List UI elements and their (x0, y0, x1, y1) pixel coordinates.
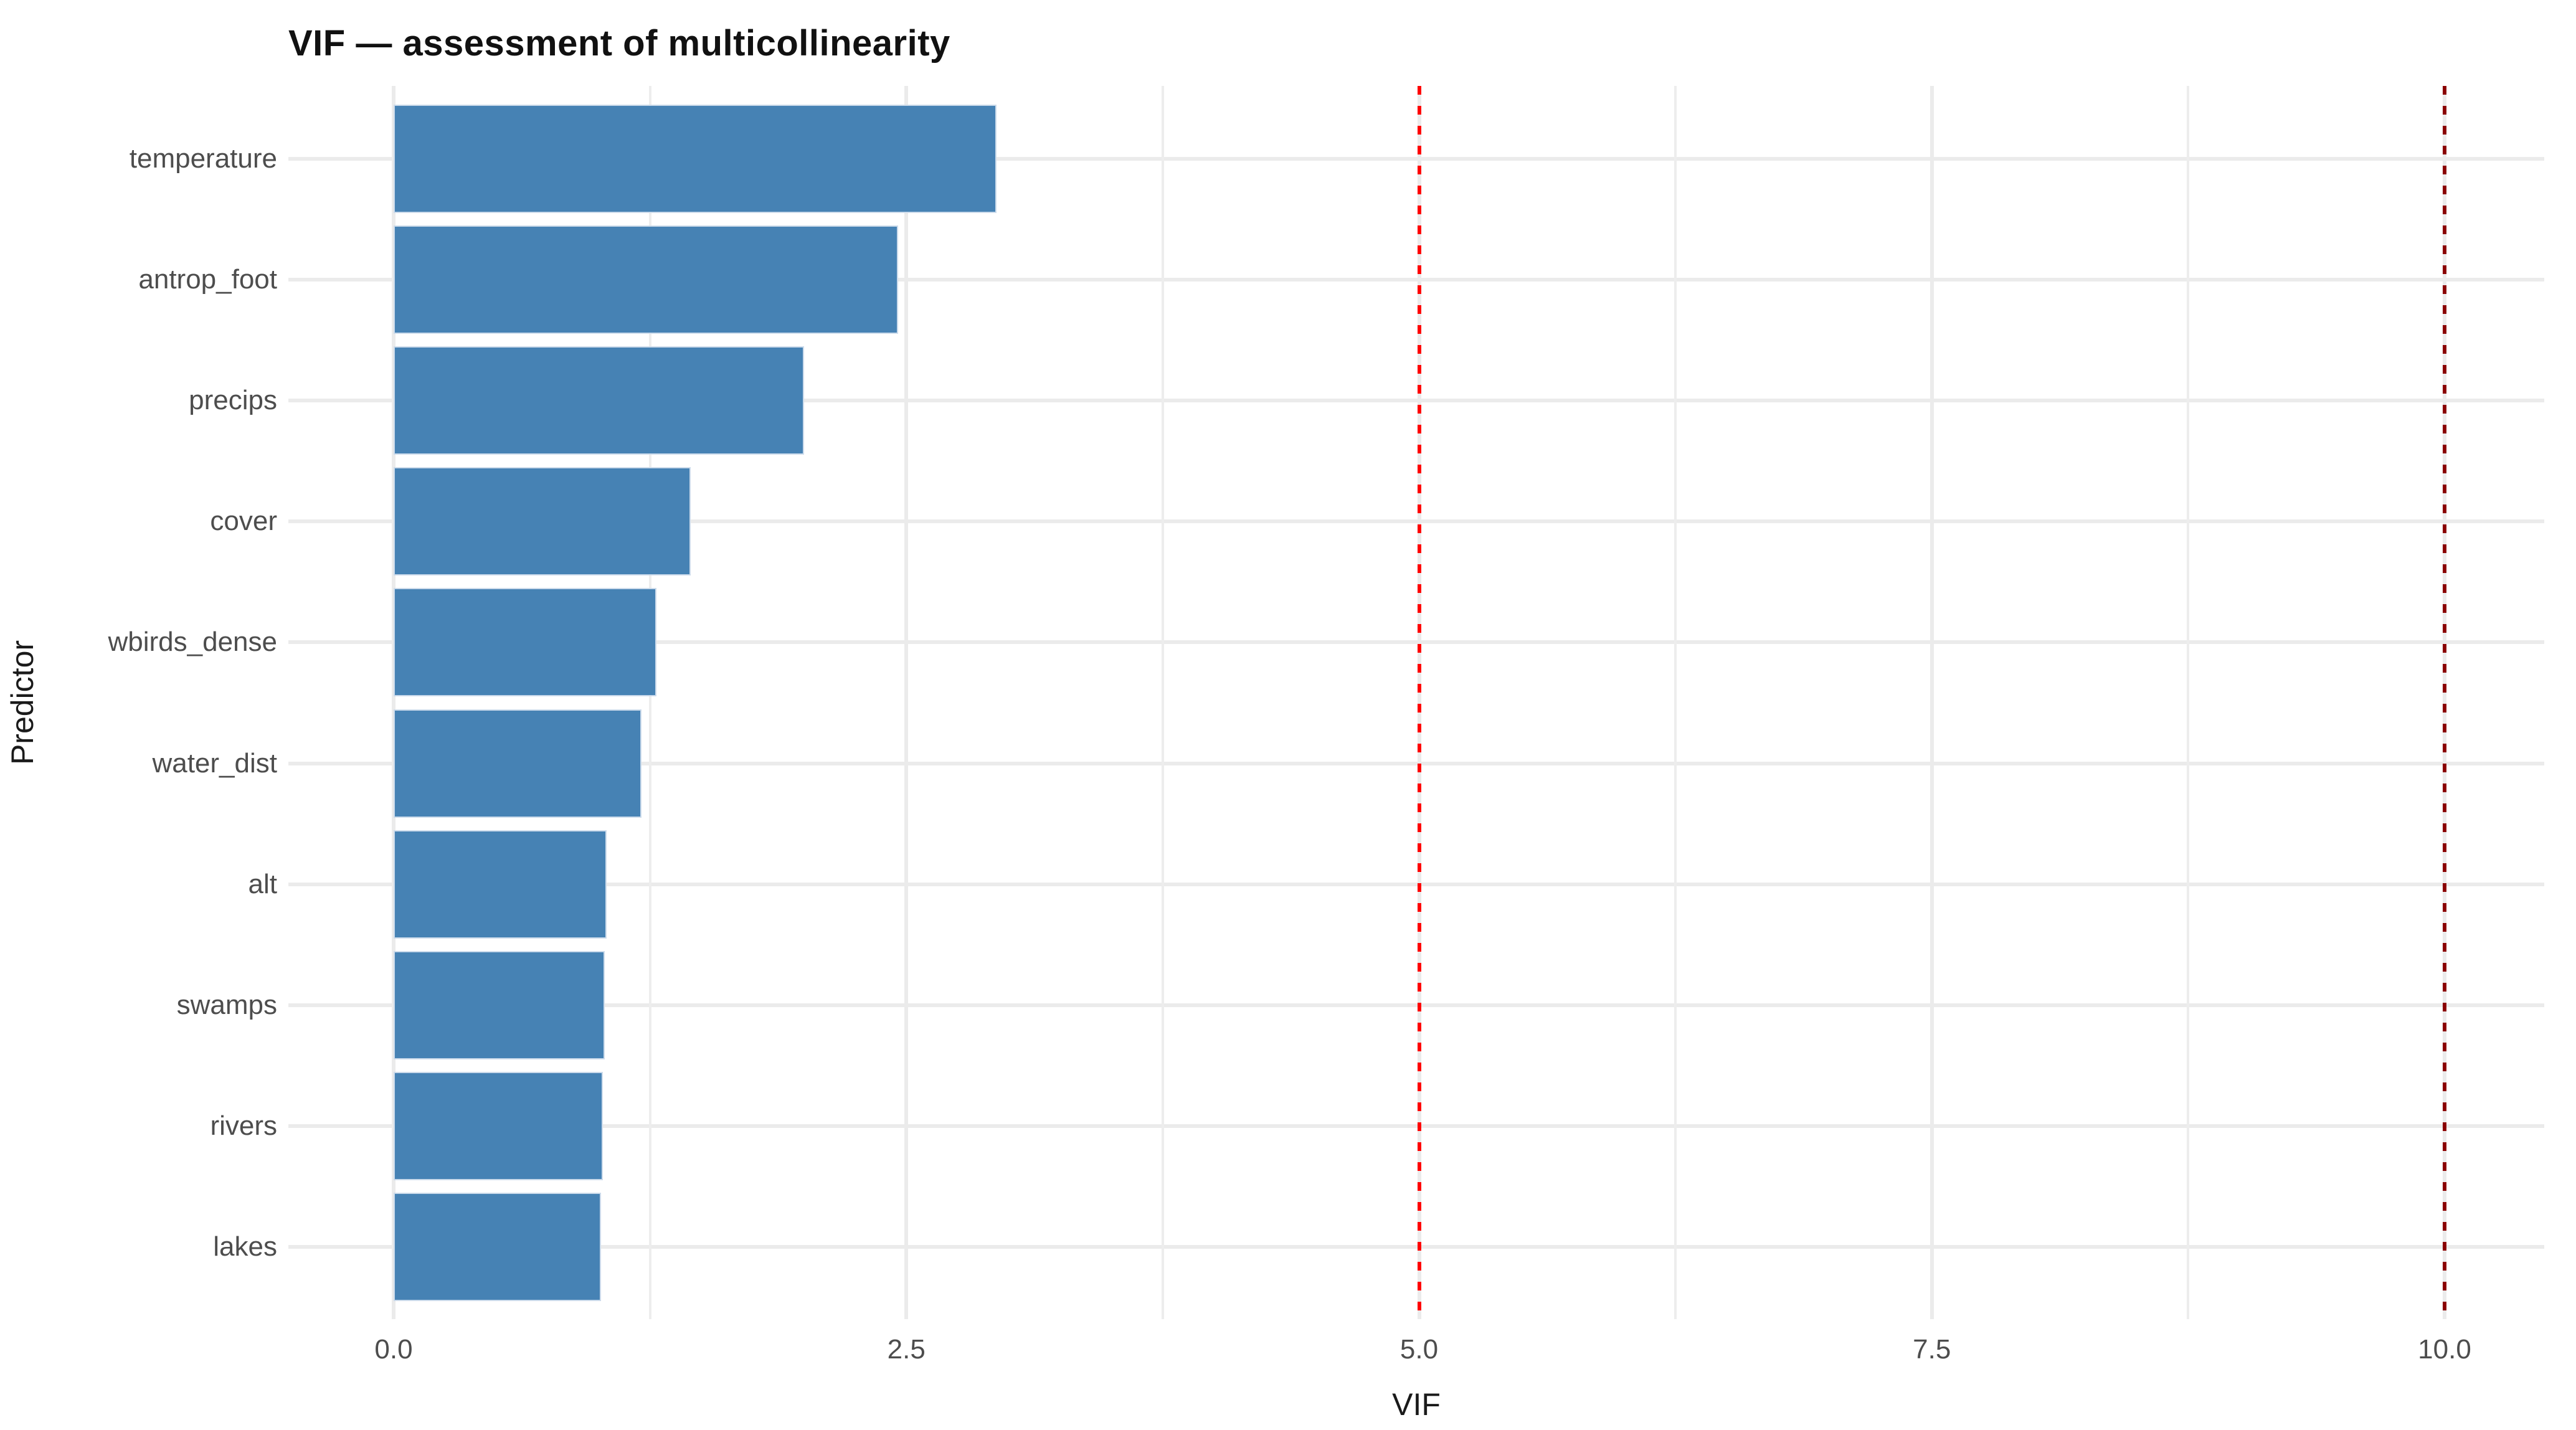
gridline-y-temperature (288, 157, 2544, 161)
y-tick-label-wbirds_dense: wbirds_dense (108, 627, 278, 658)
gridline-y-swamps (288, 1003, 2544, 1007)
plot-title: VIF — assessment of multicollinearity (288, 23, 950, 64)
bar-wbirds_dense (394, 588, 656, 697)
gridline-x-major-2.5 (904, 86, 909, 1319)
x-tick-label-7.5: 7.5 (1913, 1334, 1951, 1365)
x-tick-label-0.0: 0.0 (374, 1334, 413, 1365)
bar-antrop_foot (394, 225, 899, 334)
y-tick-label-lakes: lakes (213, 1231, 277, 1262)
y-tick-label-temperature: temperature (129, 143, 277, 174)
gridline-x-minor-1.25 (648, 86, 651, 1319)
bar-precips (394, 346, 804, 455)
gridline-y-antrop_foot (288, 278, 2544, 282)
y-tick-label-swamps: swamps (176, 989, 277, 1020)
bar-alt (394, 830, 607, 939)
gridline-x-minor-3.75 (1161, 86, 1164, 1319)
gridline-x-minor-8.75 (2187, 86, 2190, 1319)
x-tick-label-2.5: 2.5 (887, 1334, 926, 1365)
gridline-y-alt (288, 882, 2544, 886)
x-tick-label-10.0: 10.0 (2418, 1334, 2471, 1365)
y-tick-label-precips: precips (189, 385, 277, 416)
y-tick-label-cover: cover (210, 506, 277, 537)
gridline-y-lakes (288, 1244, 2544, 1249)
y-tick-label-antrop_foot: antrop_foot (138, 264, 277, 295)
x-tick-label-5.0: 5.0 (1399, 1334, 1439, 1365)
bar-swamps (394, 950, 605, 1059)
bar-cover (394, 467, 691, 576)
bar-water_dist (394, 709, 642, 818)
gridline-y-cover (288, 519, 2544, 524)
gridline-y-rivers (288, 1124, 2544, 1128)
gridline-y-precips (288, 399, 2544, 403)
threshold-line-5 (1417, 86, 1421, 1319)
threshold-line-10 (2443, 86, 2446, 1319)
gridline-x-major-7.5 (1930, 86, 1934, 1319)
gridline-x-minor-6.25 (1674, 86, 1677, 1319)
x-axis-title: VIF (1392, 1387, 1441, 1422)
y-axis-title: Predictor (5, 640, 40, 765)
gridline-y-water_dist (288, 761, 2544, 765)
y-tick-label-alt: alt (248, 868, 277, 899)
gridline-x-major-0 (392, 86, 395, 1319)
bar-temperature (394, 105, 997, 213)
plot-panel (288, 86, 2544, 1319)
bar-lakes (394, 1192, 601, 1301)
y-tick-label-rivers: rivers (210, 1110, 277, 1141)
gridline-y-wbirds_dense (288, 640, 2544, 645)
y-tick-label-water_dist: water_dist (152, 747, 277, 779)
bar-rivers (394, 1071, 603, 1180)
